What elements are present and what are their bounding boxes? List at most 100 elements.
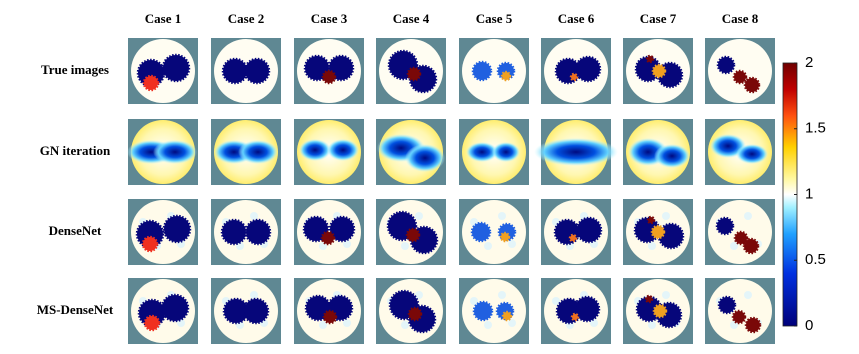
artifact [484,321,492,329]
blob [142,74,160,92]
image-cell [376,199,446,265]
domain [462,39,526,103]
image-cell [705,119,775,185]
image-cell [376,119,446,185]
blob [406,66,422,82]
image-cell [294,199,364,265]
blob [573,295,601,323]
artifact [401,321,409,329]
blob [500,70,512,82]
column-header: Case 3 [311,11,348,26]
blob [501,310,513,322]
image-cell [294,278,364,344]
artifact [415,212,423,220]
blob [743,76,761,94]
domain [708,200,772,264]
image-cell [459,199,529,265]
artifact [552,297,560,305]
image-cell [623,199,693,265]
column-header: Case 5 [476,11,513,26]
blob [646,215,656,225]
blob [471,60,493,82]
colorbar-tick-label: 0 [805,317,813,334]
artifact [648,321,656,329]
blob [243,57,271,85]
artifact [236,321,244,329]
artifact [236,242,244,250]
blob [153,140,197,164]
artifact [470,297,478,305]
image-cell [623,38,693,104]
blob [141,235,159,253]
blob [327,139,359,161]
artifact [662,212,670,220]
blob [499,231,511,243]
image-cell [541,199,611,265]
row-label: DenseNet [49,223,102,238]
blob [733,230,749,246]
artifact [319,242,327,250]
image-cell [128,278,198,344]
image-cell [128,38,198,104]
blob [466,142,498,162]
blob [742,237,760,255]
blob [320,230,336,246]
blob [651,63,667,79]
image-cell [459,119,529,185]
image-cell [623,278,693,344]
artifact [730,321,738,329]
blob [492,142,520,162]
blob [244,218,272,246]
blob [405,227,421,243]
blob [407,306,423,322]
artifact [498,212,506,220]
blob [574,55,602,83]
blob [238,140,278,164]
blob [143,314,161,332]
blob [654,144,690,168]
image-cell [376,38,446,104]
image-cell [623,119,693,185]
row-label: True images [41,62,109,77]
artifact [498,291,506,299]
artifact [508,240,516,248]
blob [161,53,191,83]
image-cell [211,199,281,265]
blob [644,294,654,304]
colorbar-tick-label: 0.5 [805,251,826,268]
image-cell [534,119,618,185]
image-cell [211,278,281,344]
blob [570,312,580,322]
blob [405,144,445,172]
column-header: Case 1 [145,11,181,26]
column-header: Case 2 [228,11,264,26]
artifact [590,319,598,327]
image-cell [376,278,446,344]
artifact [566,242,574,250]
image-cell [294,38,364,104]
blob [553,218,581,246]
colorbar-tick-label: 2 [805,54,813,71]
image-cell [128,199,198,265]
row-label: GN iteration [40,143,111,158]
artifact [250,291,258,299]
image-cell [294,119,364,185]
domain [297,200,361,264]
domain [462,200,526,264]
column-header: Case 6 [558,11,595,26]
blob [328,215,356,243]
blob [744,316,762,334]
artifact [401,242,409,250]
image-cell [459,278,529,344]
blob [322,309,338,325]
image-cell [705,278,775,344]
blob [162,214,192,244]
blob [221,57,249,85]
blob [534,138,618,166]
artifact [415,291,423,299]
artifact [580,212,588,220]
blob [242,297,270,325]
image-cell [211,38,281,104]
blob [716,55,736,75]
